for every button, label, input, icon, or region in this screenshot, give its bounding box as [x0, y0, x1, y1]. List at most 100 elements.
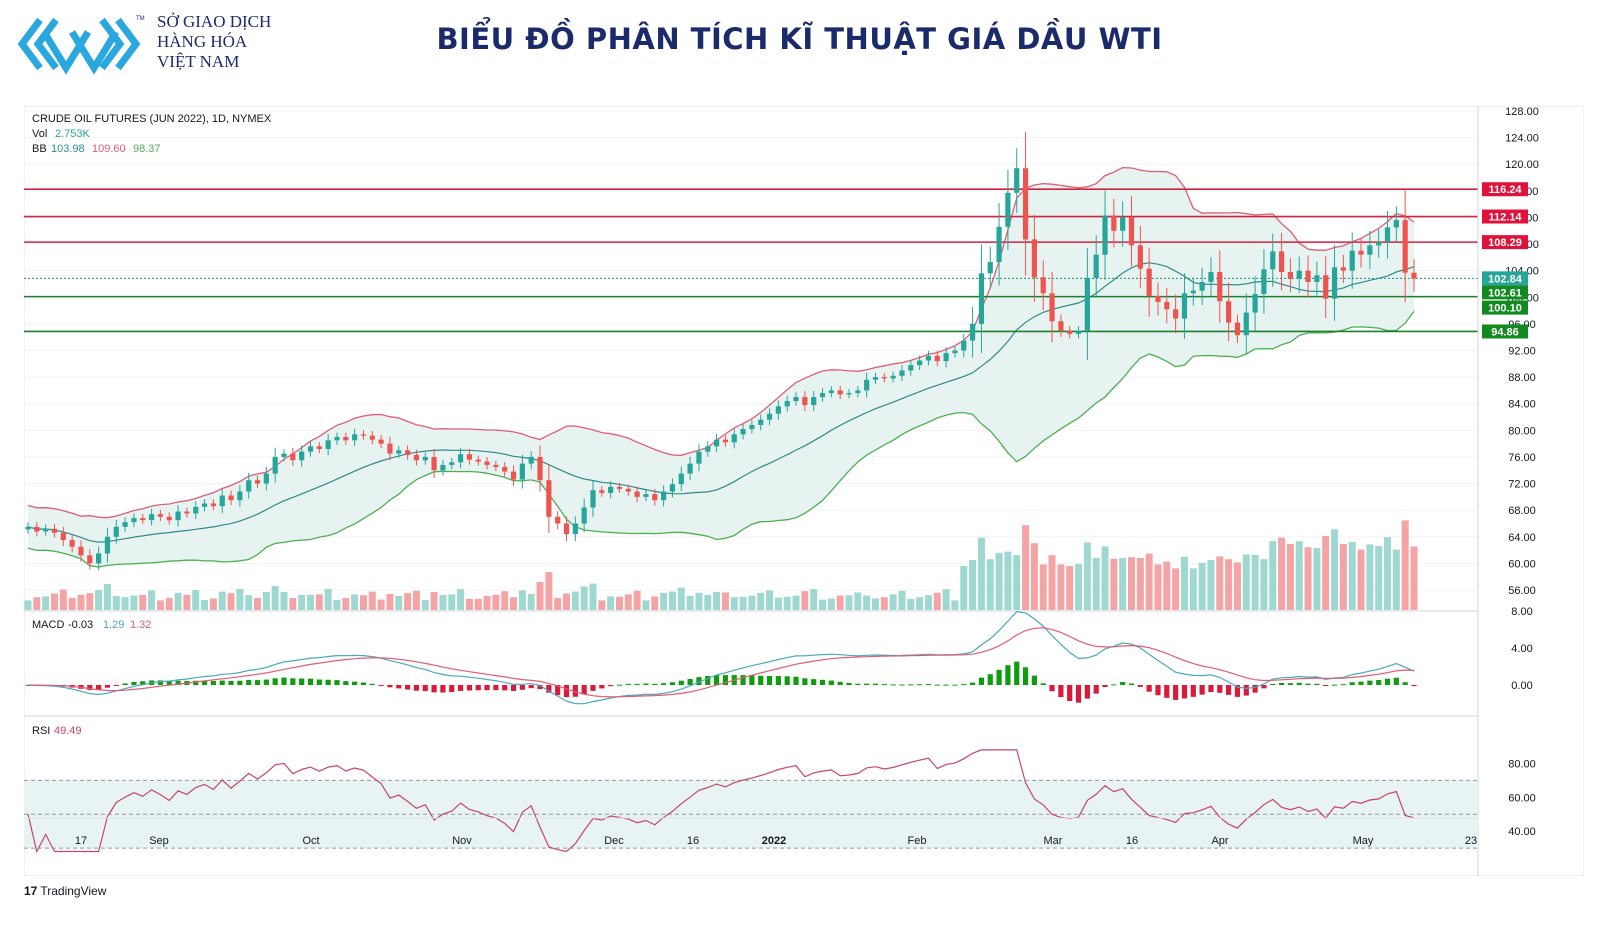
candle-body — [864, 379, 870, 391]
candle-body — [722, 439, 729, 443]
macd-histogram-bar — [987, 674, 993, 685]
candle-body — [961, 340, 967, 351]
volume-bar — [642, 600, 650, 610]
candle-body — [1093, 254, 1099, 278]
candle-body — [493, 464, 499, 467]
rsi-line — [27, 749, 1415, 854]
volume-bar — [677, 587, 685, 610]
candle-body — [343, 436, 349, 441]
volume-bar — [660, 592, 668, 610]
macd-tick-label: 4.00 — [1511, 643, 1532, 655]
volume-bar — [580, 586, 588, 610]
candle-body — [669, 484, 676, 492]
candle-body — [917, 360, 923, 366]
macd-histogram-bar — [140, 681, 146, 685]
volume-bar — [421, 600, 429, 610]
candle-body — [1226, 301, 1232, 323]
price-tag-label: 108.29 — [1488, 237, 1522, 249]
candle-body — [987, 262, 993, 274]
macd-histogram-bar — [440, 685, 446, 693]
volume-bar — [1410, 546, 1418, 610]
tradingview-label: TradingView — [40, 884, 107, 898]
macd-histogram-bar — [307, 678, 314, 685]
macd-histogram-bar — [643, 683, 649, 685]
volume-bar — [518, 590, 526, 610]
candle-body — [563, 523, 570, 535]
header: TM SỞ GIAO DỊCH HÀNG HÓA VIỆT NAM BIỂU Đ… — [0, 0, 1599, 95]
macd-histogram-bar — [1261, 685, 1267, 689]
candle-body — [599, 490, 605, 493]
price-tag-label: 102.61 — [1488, 287, 1522, 299]
candle-body — [193, 506, 199, 514]
macd-histogram-bar — [996, 669, 1002, 685]
candle-body — [661, 491, 667, 501]
bb-basis-value: 103.98 — [51, 143, 85, 155]
volume-bar — [721, 592, 729, 610]
volume-bar — [686, 596, 694, 610]
macd-histogram-bar — [943, 684, 949, 686]
candle-body — [616, 486, 623, 489]
candle-body — [881, 377, 887, 379]
tradingview-chart[interactable]: 56.00 60.00 64.00 68.00 72.00 76.00 80.00 84.00… — [23, 105, 1585, 877]
macd-histogram-bar — [1217, 685, 1223, 693]
candle-body — [1173, 309, 1179, 319]
chart-svg[interactable]: 56.00 60.00 64.00 68.00 72.00 76.00 80.00 84.00… — [23, 105, 1585, 877]
candle-body — [246, 480, 252, 492]
macd-histogram-bar — [334, 680, 340, 685]
volume-bar — [827, 598, 835, 610]
price-tick-label: 80.00 — [1508, 425, 1536, 437]
rsi-label: RSI — [32, 725, 50, 737]
macd-histogram-bar — [1031, 675, 1037, 685]
macd-histogram-bar — [749, 675, 755, 685]
macd-histogram-bar — [1323, 685, 1329, 687]
macd-histogram-bar — [1173, 685, 1179, 700]
price-tick-label: 120.00 — [1505, 159, 1539, 171]
time-axis[interactable]: 17 Sep Oct Nov Dec 16 2022 Feb Mar 16 Apr May 23 — [24, 817, 1478, 847]
volume-bar — [783, 596, 791, 610]
macd-histogram-bar — [228, 680, 234, 685]
candle-body — [1146, 268, 1152, 296]
candle-body — [996, 226, 1002, 263]
macd-histogram-bar — [625, 683, 631, 685]
candle-body — [113, 526, 119, 537]
macd-histogram-bar — [1111, 684, 1117, 686]
candle-body — [1084, 277, 1090, 331]
volume-bar — [977, 537, 985, 610]
candle-body — [237, 491, 243, 501]
candle-body — [837, 390, 843, 395]
macd-histogram-bar — [811, 679, 817, 685]
price-tags: 116.24 112.14 108.29 102.84 100.10 94.86 102.6… — [1482, 182, 1528, 339]
volume-bar — [624, 594, 632, 610]
volume-bar — [315, 594, 323, 610]
macd-histogram-bar — [466, 685, 473, 691]
time-tick-label: 17 — [75, 835, 87, 847]
candle-body — [687, 463, 693, 474]
volume-bar — [280, 592, 288, 610]
candle-body — [1058, 321, 1064, 331]
candle-body — [78, 546, 84, 556]
tradingview-logo-icon: 17 — [24, 884, 38, 898]
price-tick-label: 76.00 — [1508, 452, 1536, 464]
volume-bar — [1322, 536, 1330, 610]
volume-bar — [121, 597, 129, 610]
macd-value-3: 1.32 — [130, 619, 151, 631]
macd-histogram-bar — [1358, 681, 1364, 685]
volume-bar — [1172, 568, 1180, 610]
candle-body — [387, 443, 393, 454]
candle-body — [157, 514, 164, 517]
volume-bar — [1057, 564, 1065, 610]
macd-histogram-bar — [343, 681, 349, 685]
macd-histogram-bar — [210, 680, 216, 685]
volume-bar — [1331, 529, 1339, 610]
macd-histogram-bar — [1155, 685, 1161, 696]
volume-bar — [880, 597, 888, 610]
rsi-value: 49.49 — [54, 725, 82, 737]
macd-histogram-bar — [855, 683, 861, 685]
candle-body — [122, 522, 128, 527]
candle-body — [378, 439, 384, 444]
candle-body — [457, 454, 464, 463]
candle-body — [1314, 275, 1320, 282]
volume-bar — [1030, 543, 1038, 610]
macd-histogram-bar — [316, 679, 322, 685]
macd-histogram-bar — [387, 685, 393, 688]
